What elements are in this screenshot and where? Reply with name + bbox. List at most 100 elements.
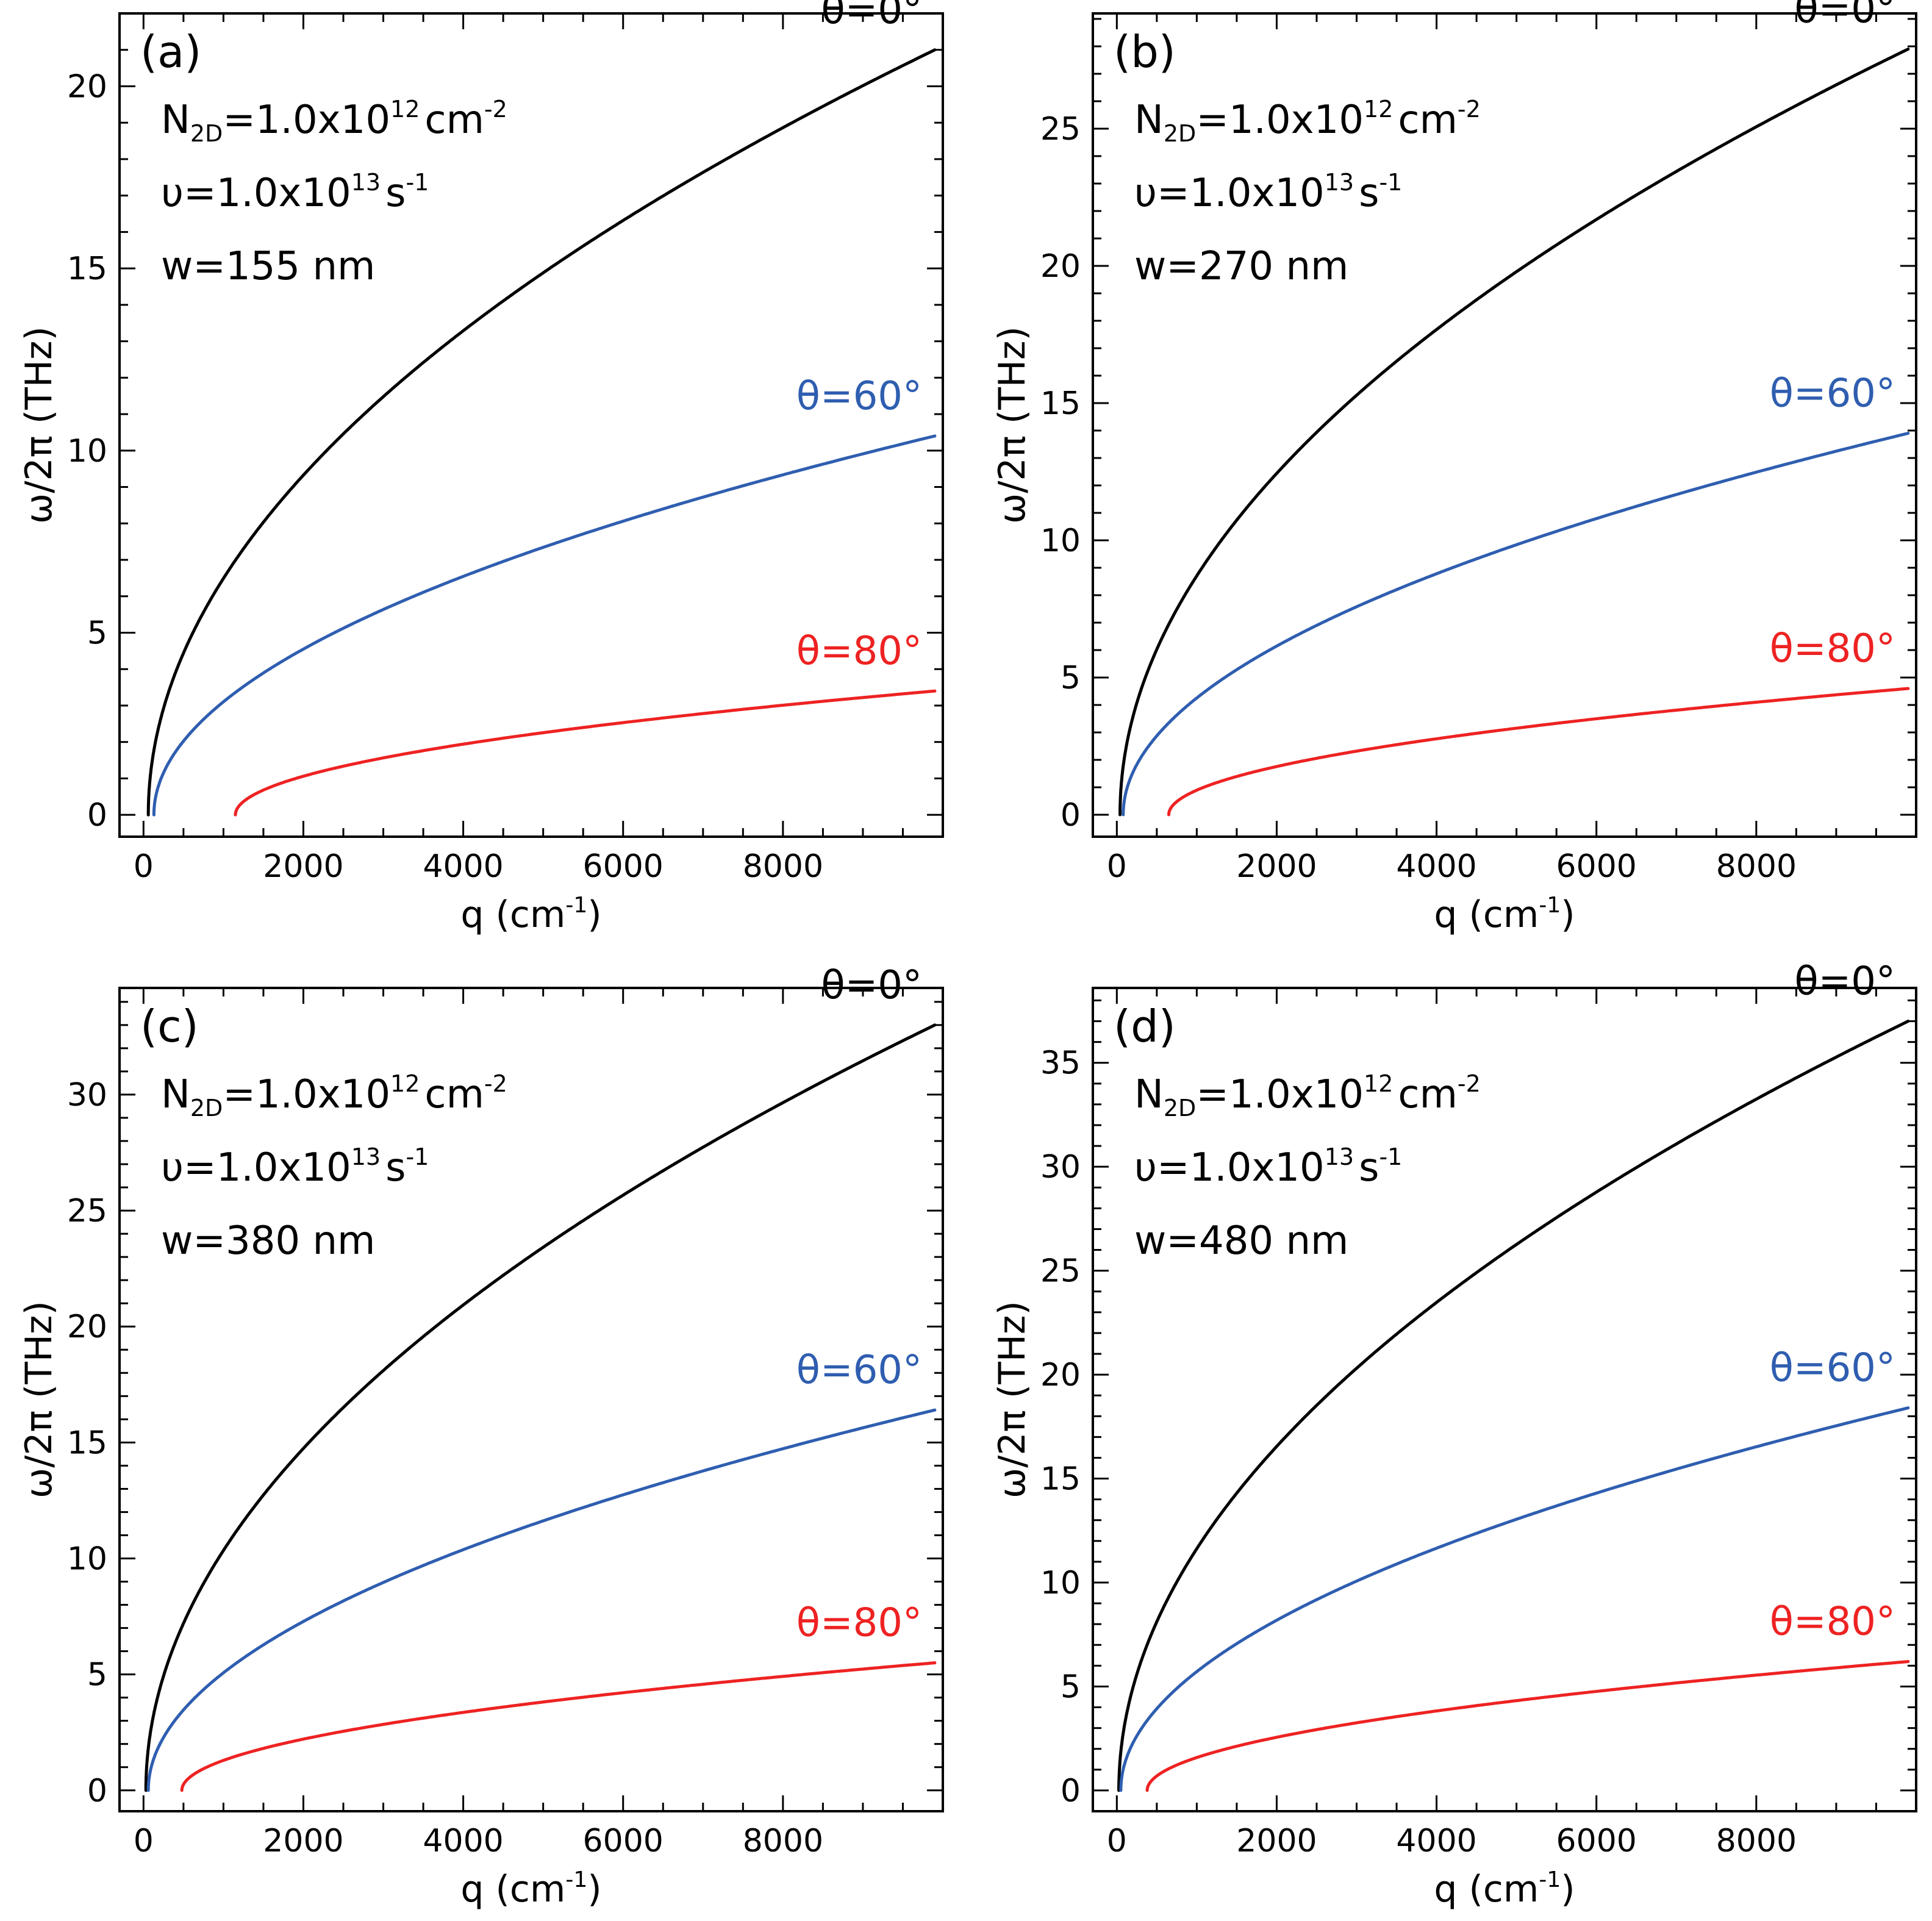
ann-n-unit-sup: -2 (1458, 1070, 1481, 1097)
ann-n-mid: =1.0x10 (223, 98, 390, 143)
ann-n-sup: 12 (390, 96, 420, 123)
ann-v-unit-sup: -1 (1379, 1143, 1402, 1170)
series-label-theta-60: θ=60° (1770, 371, 1895, 417)
x-axis-label-close: ) (587, 1868, 601, 1911)
x-axis-label-close: ) (587, 893, 601, 936)
y-tick-label: 35 (1040, 1045, 1081, 1082)
ann-n-unit-sup: -2 (484, 1070, 507, 1097)
plot-frame (1092, 987, 1917, 1812)
y-tick-label: 30 (1040, 1149, 1081, 1186)
y-tick-label: 25 (67, 1193, 107, 1229)
series-label-theta-0: θ=0° (1795, 959, 1896, 1004)
annotation-width: w=380 nm (161, 1218, 375, 1264)
x-axis-label-text: q (cm (460, 1868, 565, 1911)
series-label-theta-0: θ=0° (821, 963, 923, 1008)
ann-v-base: υ=1.0x10 (1134, 171, 1325, 216)
x-tick-label: 8000 (743, 848, 823, 885)
x-tick-label: 0 (1107, 848, 1127, 885)
ann-n-mid: =1.0x10 (223, 1072, 390, 1117)
y-tick-label: 0 (87, 1773, 107, 1809)
annotation-width: w=480 nm (1134, 1218, 1348, 1264)
ann-v-unit: s (385, 171, 406, 216)
y-tick-label: 10 (1040, 523, 1081, 559)
y-ticks (1093, 999, 1916, 1792)
series-line-theta-60 (1119, 1406, 1910, 1792)
x-tick-label: 4000 (1396, 848, 1476, 885)
y-axis-label: ω/2π (THz) (18, 326, 60, 524)
annotation-width: w=155 nm (161, 244, 375, 289)
ann-n-unit: cm (1398, 98, 1458, 143)
ann-n-base: N (1134, 98, 1164, 143)
series-line-theta-0 (1118, 48, 1910, 817)
annotation-density: N2D=1.0x1012 cm-2 (1134, 96, 1481, 147)
series-label-theta-60: θ=60° (1770, 1346, 1895, 1391)
x-tick-label: 6000 (583, 1823, 664, 1859)
series-line-theta-80 (1167, 687, 1910, 817)
panel-label: (d) (1114, 1001, 1176, 1052)
ann-n-base: N (161, 98, 190, 143)
y-ticks (1093, 18, 1916, 816)
y-tick-label: 10 (67, 1540, 107, 1577)
x-tick-label: 2000 (263, 848, 343, 885)
x-tick-label: 8000 (1716, 1823, 1797, 1859)
series-label-theta-60: θ=60° (796, 374, 922, 419)
x-axis-label-sup: -1 (565, 893, 587, 918)
y-tick-label: 15 (67, 1425, 107, 1461)
x-tick-label: 8000 (743, 1823, 823, 1859)
y-ticks (120, 1001, 943, 1792)
ann-v-base: υ=1.0x10 (161, 1145, 351, 1190)
y-tick-label: 30 (67, 1077, 107, 1114)
ann-v-unit-sup: -1 (406, 1143, 429, 1170)
annotation-rate: υ=1.0x1013 s-1 (1134, 1143, 1402, 1190)
y-tick-label: 25 (1040, 1253, 1081, 1290)
y-tick-label: 15 (1040, 385, 1081, 422)
x-tick-label: 0 (1107, 1823, 1127, 1859)
annotation-density: N2D=1.0x1012 cm-2 (161, 96, 507, 147)
ann-v-unit: s (1359, 171, 1379, 216)
y-axis-label: ω/2π (THz) (18, 1301, 60, 1498)
y-ticks (120, 12, 943, 816)
annotation-rate: υ=1.0x1013 s-1 (161, 169, 429, 216)
series-label-theta-80: θ=80° (796, 1601, 922, 1646)
ann-n-sub: 2D (190, 120, 223, 147)
y-axis-label: ω/2π (THz) (991, 1301, 1034, 1498)
ann-n-unit: cm (1398, 1072, 1458, 1117)
series-label-theta-0: θ=0° (821, 0, 923, 33)
y-tick-label: 5 (87, 1657, 107, 1694)
ann-n-base: N (1134, 1072, 1164, 1117)
x-axis-label: q (cm-1) (460, 893, 601, 936)
y-tick-label: 0 (87, 797, 107, 834)
y-tick-label: 5 (87, 615, 107, 651)
y-tick-label: 20 (67, 68, 107, 105)
x-tick-label: 0 (134, 1823, 154, 1859)
annotation-rate: υ=1.0x1013 s-1 (1134, 169, 1402, 216)
ann-n-mid: =1.0x10 (1196, 1072, 1364, 1117)
ann-n-mid: =1.0x10 (1196, 98, 1364, 143)
panel-label: (b) (1114, 26, 1176, 77)
annotation-density: N2D=1.0x1012 cm-2 (1134, 1070, 1481, 1121)
x-ticks (142, 13, 944, 837)
x-tick-label: 4000 (423, 848, 503, 885)
ann-n-sup: 12 (1364, 96, 1393, 123)
x-axis-label-text: q (cm (460, 893, 565, 936)
x-tick-label: 0 (134, 848, 154, 885)
ann-n-unit: cm (424, 1072, 484, 1117)
series-line-theta-0 (1117, 1020, 1910, 1792)
ann-n-base: N (161, 1072, 190, 1117)
annotation-rate: υ=1.0x1013 s-1 (161, 1143, 429, 1190)
plot-frame (1092, 12, 1917, 838)
series-line-theta-80 (180, 1661, 937, 1792)
x-axis-label: q (cm-1) (1434, 893, 1575, 936)
ann-v-sup: 13 (351, 1143, 381, 1170)
x-tick-label: 4000 (423, 1823, 503, 1859)
x-axis-label-text: q (cm (1434, 893, 1539, 936)
series-line-theta-80 (1145, 1660, 1910, 1792)
ann-v-base: υ=1.0x10 (1134, 1145, 1325, 1190)
ann-v-sup: 13 (1325, 169, 1354, 196)
panel-label: (c) (140, 1001, 199, 1052)
y-tick-label: 15 (1040, 1461, 1081, 1498)
